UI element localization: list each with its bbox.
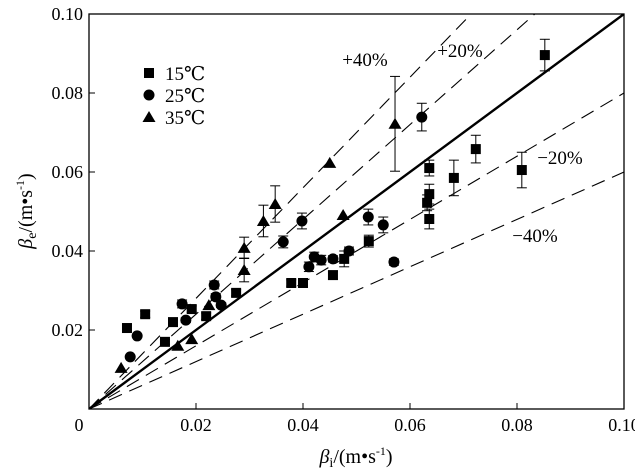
- x-tick-label: 0: [75, 415, 84, 435]
- x-axis-ticks: 0 0.02 0.04 0.06 0.08 0.10: [75, 403, 635, 435]
- y-axis-label-close: ): [15, 173, 37, 180]
- y-axis-label-symbol: β: [15, 239, 37, 250]
- data-point-square: [363, 236, 374, 247]
- plot-frame: [88, 13, 625, 410]
- legend-label: 15℃: [165, 64, 205, 85]
- reference-line-label: +20%: [437, 41, 483, 62]
- data-point-square: [448, 172, 459, 183]
- legend-marker-triangle: [142, 111, 156, 122]
- data-point-triangle: [237, 263, 251, 275]
- reference-line-label: −40%: [512, 226, 558, 247]
- data-point-square: [201, 311, 212, 322]
- data-point-triangle: [388, 117, 402, 129]
- data-point-triangle: [114, 361, 128, 373]
- data-point-square: [424, 214, 435, 225]
- x-axis-label-close: ): [386, 446, 393, 468]
- data-point-circle: [416, 111, 428, 123]
- y-axis-label-unit: /(m•s: [15, 190, 37, 233]
- data-point-circle: [208, 279, 220, 291]
- x-axis-label-sub: i: [329, 456, 333, 471]
- reference-line-20: [89, 14, 536, 409]
- data-point-square: [339, 253, 350, 264]
- y-tick-label: 0.04: [52, 241, 84, 261]
- data-point-circle: [362, 211, 374, 223]
- data-point-circle: [343, 245, 355, 257]
- data-point-circle: [215, 299, 227, 311]
- data-point-triangle: [336, 209, 350, 221]
- y-tick-label: 0.06: [52, 162, 84, 182]
- data-point-triangle: [237, 241, 251, 253]
- data-point-square: [516, 165, 527, 176]
- reference-line-label: +40%: [342, 50, 388, 71]
- data-point-circle: [131, 330, 143, 342]
- data-point-square: [140, 309, 151, 320]
- data-point-circle: [180, 314, 192, 326]
- x-axis-label-symbol: β: [318, 446, 329, 468]
- data-point-square: [167, 317, 178, 328]
- reference-line-labels: +40% +20% −20% −40%: [342, 41, 583, 247]
- data-point-circle: [377, 219, 389, 231]
- x-axis-label: βi/(m•s-1): [318, 444, 392, 471]
- reference-line-20: [89, 92, 624, 409]
- data-point-square: [424, 189, 435, 200]
- data-point-triangle: [323, 156, 337, 168]
- data-point-square: [539, 50, 550, 61]
- x-tick-label: 0.02: [180, 415, 212, 435]
- data-point-square: [298, 277, 308, 288]
- data-point-square: [159, 336, 170, 347]
- x-tick-label: 0.08: [501, 415, 533, 435]
- y-axis-ticks: 0.02 0.04 0.06 0.08 0.10: [52, 4, 95, 340]
- y-tick-label: 0.10: [52, 4, 84, 24]
- data-point-circle: [210, 291, 222, 303]
- data-point-circle: [327, 253, 339, 265]
- y-axis-label-sub: e: [25, 233, 40, 239]
- data-point-triangle: [171, 339, 185, 351]
- data-point-circle: [176, 298, 188, 310]
- data-point-circle: [388, 256, 400, 268]
- x-tick-label: 0.06: [394, 415, 426, 435]
- legend-label: 35℃: [165, 108, 205, 129]
- data-point-square: [231, 287, 242, 298]
- data-point-circle: [277, 236, 289, 248]
- data-point-square: [121, 323, 132, 334]
- data-point-square: [422, 197, 433, 208]
- legend-label: 25℃: [165, 86, 205, 107]
- data-point-circle: [315, 254, 327, 266]
- data-point-circle: [303, 261, 315, 273]
- reference-line-label: −20%: [537, 148, 583, 169]
- reference-line-40: [89, 171, 624, 409]
- data-point-square: [286, 277, 297, 288]
- y-axis-label-sup: -1: [13, 180, 27, 190]
- x-tick-label: 0.10: [608, 415, 635, 435]
- legend-marker-circle: [143, 89, 155, 101]
- data-point-triangle: [185, 333, 199, 345]
- data-point-triangle: [256, 214, 270, 226]
- x-tick-label: 0.04: [287, 415, 319, 435]
- data-point-triangle: [202, 299, 216, 311]
- x-axis-label-sup: -1: [376, 444, 386, 458]
- data-point-square: [424, 163, 435, 174]
- legend: 15℃25℃35℃: [142, 64, 205, 129]
- data-points: [114, 50, 550, 373]
- data-point-circle: [124, 351, 136, 363]
- x-axis-label-unit: /(m•s: [333, 446, 376, 468]
- data-point-triangle: [268, 197, 282, 209]
- legend-marker-square: [144, 68, 154, 78]
- data-point-square: [470, 144, 481, 155]
- reference-line-40: [89, 14, 472, 409]
- y-tick-label: 0.08: [52, 83, 84, 103]
- data-point-square: [327, 270, 338, 281]
- y-axis-label: βe/(m•s-1): [13, 173, 40, 249]
- data-point-square: [186, 304, 197, 315]
- y-tick-label: 0.02: [52, 320, 84, 340]
- data-point-circle: [296, 215, 308, 227]
